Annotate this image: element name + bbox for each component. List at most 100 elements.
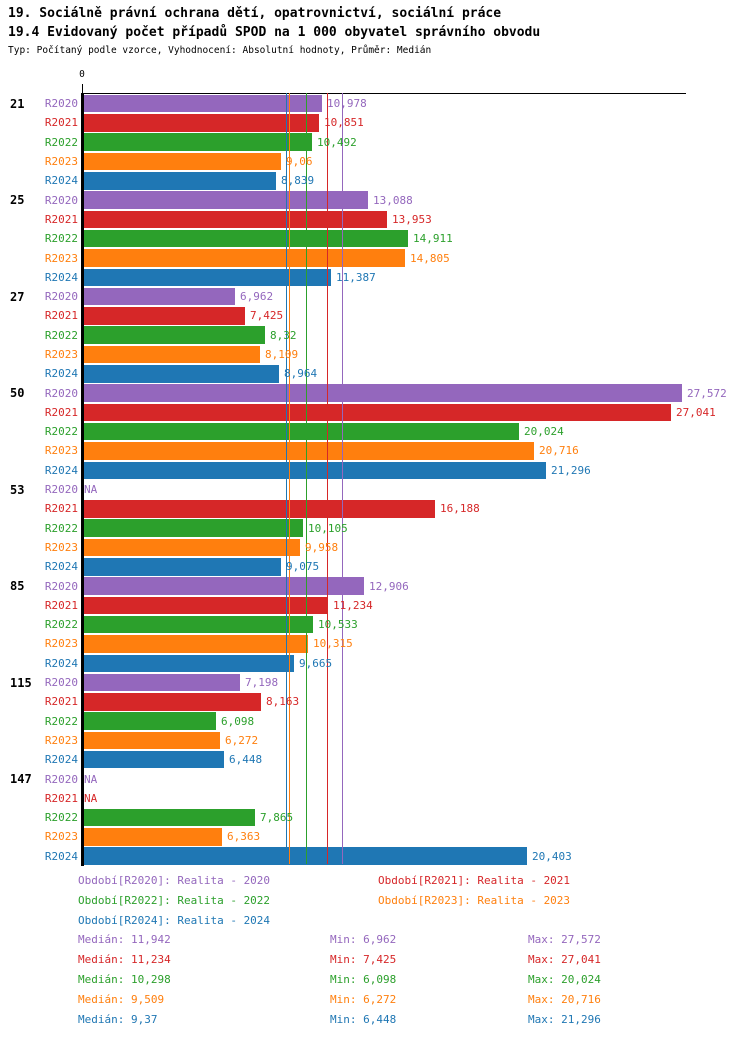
- value-label: 14,911: [413, 232, 453, 246]
- bar: [84, 94, 322, 113]
- bar: [84, 750, 224, 769]
- year-label: R2020: [44, 579, 78, 593]
- value-label: 8,163: [266, 695, 300, 709]
- median-stat-R2020: Medián: 11,942: [78, 933, 171, 946]
- min-stat-R2021: Min: 7,425: [330, 953, 397, 966]
- bar: [84, 403, 671, 422]
- value-label: 11,234: [333, 598, 373, 612]
- value-label: 10,105: [308, 521, 348, 535]
- bar-row: R2023 6,272: [0, 731, 750, 750]
- bar-row: 25 R2020 13,088: [0, 190, 750, 209]
- bar: [84, 712, 216, 730]
- stats-table: Medián: 11,942 Min: 6,962 Max: 27,572 Mediá…: [78, 933, 738, 1033]
- year-label: R2023: [44, 637, 78, 651]
- bar-row: R2024 8,964: [0, 364, 750, 383]
- value-label: 13,953: [392, 212, 432, 226]
- value-label: 12,906: [369, 579, 409, 593]
- max-stat-R2022: Max: 20,024: [528, 973, 601, 986]
- chart-meta-line: Typ: Počítaný podle vzorce, Vyhodnocení:…: [8, 45, 432, 56]
- bar-group-147: 147 R2020 NA R2021 NA R2022 7,865 R2023 6,363 R20…: [0, 769, 750, 865]
- bar: [84, 500, 435, 518]
- year-label: R2020: [44, 483, 78, 497]
- value-label: 7,198: [245, 676, 279, 690]
- year-label: R2021: [44, 116, 78, 130]
- chart-subtitle: 19.4 Evidovaný počet případů SPOD na 1 0…: [8, 25, 541, 40]
- value-label: 9,075: [286, 560, 320, 574]
- x-axis-zero-label: 0: [79, 69, 85, 80]
- bar-row: R2024 8,839: [0, 171, 750, 190]
- year-label: R2024: [44, 367, 78, 381]
- bar-row: R2024 11,387: [0, 268, 750, 287]
- bar-row: R2022 20,024: [0, 422, 750, 441]
- year-label: R2023: [44, 830, 78, 844]
- year-label: R2023: [44, 444, 78, 458]
- year-label: R2022: [44, 811, 78, 825]
- bar-group-50: 50 R2020 27,572 R2021 27,041 R2022 20,024 R2023…: [0, 383, 750, 480]
- x-axis-line: [82, 93, 686, 94]
- bar-row: R2023 6,363: [0, 827, 750, 846]
- bar: [84, 422, 519, 441]
- bar: [84, 461, 546, 480]
- bar-row: R2024 6,448: [0, 750, 750, 769]
- bar-row: R2022 10,105: [0, 519, 750, 538]
- year-label: R2021: [44, 405, 78, 419]
- bar: [84, 268, 331, 287]
- bar-row: R2023 9,958: [0, 538, 750, 557]
- bar: [84, 133, 312, 151]
- bar-group-25: 25 R2020 13,088 R2021 13,953 R2022 14,911 R2023…: [0, 190, 750, 287]
- bar-row: R2022 10,492: [0, 133, 750, 152]
- value-label: 21,296: [551, 463, 591, 477]
- value-label: 27,041: [676, 405, 716, 419]
- year-label: R2024: [44, 270, 78, 284]
- year-label: R2020: [44, 386, 78, 400]
- group-label: 25: [10, 193, 25, 208]
- year-label: R2022: [44, 618, 78, 632]
- bar: [84, 210, 387, 229]
- bar-row: R2024 21,296: [0, 461, 750, 480]
- bar: [84, 615, 313, 634]
- bar: [84, 152, 281, 171]
- bar-row: R2021 16,188: [0, 499, 750, 518]
- bar-row: 147 R2020 NA: [0, 769, 750, 788]
- bar-group-53: 53 R2020 NA R2021 16,188 R2022 10,105 R2023 9,95…: [0, 480, 750, 576]
- bar: [84, 828, 222, 846]
- bar: [84, 442, 534, 460]
- year-label: R2020: [44, 97, 78, 111]
- year-label: R2020: [44, 772, 78, 786]
- value-label: 10,315: [313, 637, 353, 651]
- bar-group-85: 85 R2020 12,906 R2021 11,234 R2022 10,533 R2023…: [0, 576, 750, 672]
- median-stat-R2022: Medián: 10,298: [78, 973, 171, 986]
- median-line-R2021: [327, 93, 328, 864]
- bar-group-115: 115 R2020 7,198 R2021 8,163 R2022 6,098 R2023 6,…: [0, 673, 750, 769]
- bar: [84, 172, 276, 190]
- year-label: R2023: [44, 540, 78, 554]
- bar-row: 85 R2020 12,906: [0, 576, 750, 595]
- min-stat-R2024: Min: 6,448: [330, 1013, 397, 1026]
- value-label: 9,665: [299, 656, 333, 670]
- bar-chart-plot-area: 21 R2020 10,978 R2021 10,851 R2022 10,492 R2023…: [0, 94, 750, 866]
- bar: [84, 287, 235, 306]
- value-label: 10,533: [318, 618, 358, 632]
- bar-row: R2022 14,911: [0, 229, 750, 248]
- bar: [84, 114, 319, 132]
- value-label: 7,865: [260, 811, 294, 825]
- min-stat-R2022: Min: 6,098: [330, 973, 397, 986]
- value-label: 9,958: [305, 540, 339, 554]
- group-label: 115: [10, 675, 32, 690]
- min-stat-R2020: Min: 6,962: [330, 933, 397, 946]
- legend-item-R2023: Období[R2023]: Realita - 2023: [378, 894, 571, 907]
- bar: [84, 596, 328, 615]
- year-label: R2021: [44, 502, 78, 516]
- value-label: 10,978: [327, 97, 367, 111]
- median-line-R2024: [286, 93, 287, 864]
- value-label: 8,839: [281, 174, 315, 188]
- bar-row: R2024 9,665: [0, 654, 750, 673]
- bar: [84, 519, 303, 537]
- bar: [84, 808, 255, 827]
- value-label: 20,716: [539, 444, 579, 458]
- year-label: R2023: [44, 155, 78, 169]
- bar: [84, 654, 294, 672]
- year-label: R2023: [44, 348, 78, 361]
- bar: [84, 538, 300, 557]
- value-label: 8,964: [284, 367, 318, 381]
